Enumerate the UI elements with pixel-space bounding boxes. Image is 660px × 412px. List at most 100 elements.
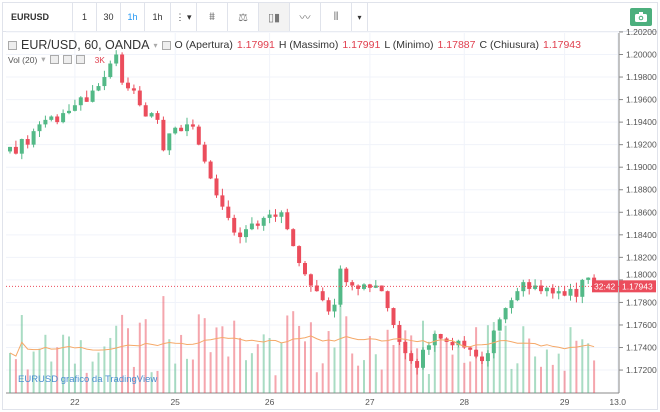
- volume-bar: [593, 360, 596, 393]
- volume-bar: [504, 325, 507, 393]
- volume-hide-icon[interactable]: [62, 55, 72, 64]
- volume-bar: [333, 347, 336, 393]
- candle-body: [8, 146, 12, 152]
- volume-bar: [392, 345, 395, 393]
- candle-body: [185, 124, 189, 132]
- last-price-label: 1.17943: [622, 281, 653, 291]
- volume-bar: [97, 352, 100, 393]
- candle-body: [556, 291, 561, 294]
- candle-body: [238, 232, 243, 238]
- candles-icon[interactable]: ▯▮: [259, 3, 290, 31]
- volume-bar: [357, 365, 360, 393]
- volume-bar: [44, 334, 47, 393]
- collapse-icon[interactable]: [8, 40, 17, 50]
- candle-body: [37, 124, 42, 132]
- volume-bar: [569, 327, 572, 393]
- symbol-input[interactable]: EURUSD: [3, 3, 73, 31]
- volume-bar: [62, 334, 65, 393]
- volume-bar: [380, 369, 383, 393]
- candle-body: [586, 277, 591, 280]
- candle-body: [155, 113, 160, 120]
- volume-close-icon[interactable]: [75, 55, 85, 64]
- volume-bar: [91, 361, 94, 393]
- volume-bar: [250, 353, 253, 393]
- volume-bar: [309, 322, 312, 393]
- interval-1h-active[interactable]: 1h: [121, 3, 145, 31]
- volume-bar: [268, 338, 271, 393]
- more-intervals-dropdown[interactable]: ⋮ ▾: [171, 3, 197, 31]
- series-menu-icon[interactable]: ▾: [153, 40, 158, 50]
- volume-bar: [9, 352, 11, 393]
- series-title[interactable]: EUR/USD, 60, OANDA: [21, 38, 150, 52]
- volume-bar: [510, 368, 513, 393]
- interval-1[interactable]: 1: [73, 3, 97, 31]
- screenshot-button[interactable]: [630, 8, 652, 26]
- candle-body: [574, 288, 579, 297]
- bar-countdown: 32:42: [594, 281, 616, 291]
- volume-bar: [528, 338, 531, 393]
- candle-body: [308, 274, 313, 286]
- dropdown-icon[interactable]: ▾: [352, 3, 368, 31]
- chart-toolbar: EURUSD 1 30 1h 1h ⋮ ▾ ⩩ ⚖ ▯▮ 〰 ⫴ ▾: [3, 3, 657, 32]
- volume-bar: [315, 372, 318, 393]
- candle-body: [539, 285, 543, 292]
- volume-bar: [26, 369, 29, 393]
- volume-bar: [339, 278, 342, 393]
- volume-bar: [209, 352, 212, 393]
- series-legend: EUR/USD, 60, OANDA ▾ O (Apertura) 1.17991…: [8, 38, 581, 52]
- y-tick-label: 1.19400: [626, 117, 657, 127]
- volume-bar: [575, 340, 578, 393]
- candle-body: [456, 340, 461, 346]
- volume-bar: [174, 363, 177, 393]
- compare-icon[interactable]: ⚖: [228, 3, 259, 31]
- volume-settings-icon[interactable]: [49, 55, 59, 64]
- candle-body: [84, 97, 89, 102]
- candle-body: [432, 333, 437, 346]
- watermark[interactable]: EURUSD grafico da TradingView: [18, 374, 158, 385]
- volume-bar: [73, 363, 76, 393]
- volume-bar: [233, 320, 236, 393]
- volume-bar: [427, 374, 430, 393]
- candle-body: [173, 127, 178, 134]
- open-value: 1.17991: [236, 39, 275, 51]
- x-tick-label: 28: [460, 397, 470, 407]
- y-tick-label: 1.18000: [626, 269, 657, 279]
- volume-bar: [280, 342, 283, 393]
- interval-1h[interactable]: 1h: [145, 3, 171, 31]
- x-tick-label: 25: [170, 397, 180, 407]
- candle-body: [273, 214, 278, 217]
- candle-body: [533, 285, 538, 289]
- volume-bar: [85, 372, 88, 393]
- volume-bar: [256, 344, 259, 393]
- volume-bar: [557, 353, 560, 393]
- y-tick-label: 1.17800: [626, 297, 657, 307]
- line-chart-icon[interactable]: 〰: [290, 3, 321, 31]
- volume-bar: [50, 361, 53, 393]
- interval-30[interactable]: 30: [97, 3, 121, 31]
- volume-legend: Vol (20) ▾ 3K: [8, 54, 105, 65]
- candle-body: [497, 319, 502, 331]
- candle-body: [320, 291, 325, 301]
- volume-bar: [262, 334, 265, 393]
- volume-bar: [304, 341, 306, 393]
- candle-body: [120, 54, 125, 83]
- volume-bar: [221, 326, 224, 393]
- bars-icon[interactable]: ⫴: [321, 3, 352, 31]
- volume-bar: [321, 363, 324, 393]
- candle-body: [391, 308, 396, 325]
- candle-body: [438, 333, 443, 339]
- candle-body: [550, 287, 555, 294]
- candle-body: [474, 349, 479, 357]
- high-label: H (Massimo): [278, 39, 339, 51]
- candle-body: [202, 144, 207, 162]
- candle-body: [480, 356, 484, 362]
- volume-bar: [32, 351, 35, 393]
- volume-bar: [475, 327, 478, 393]
- indicators-icon[interactable]: ⩩: [197, 3, 228, 31]
- settings-icon[interactable]: [161, 40, 171, 50]
- candle-body: [61, 113, 66, 123]
- candle-body: [326, 300, 331, 312]
- volume-bar: [150, 372, 153, 393]
